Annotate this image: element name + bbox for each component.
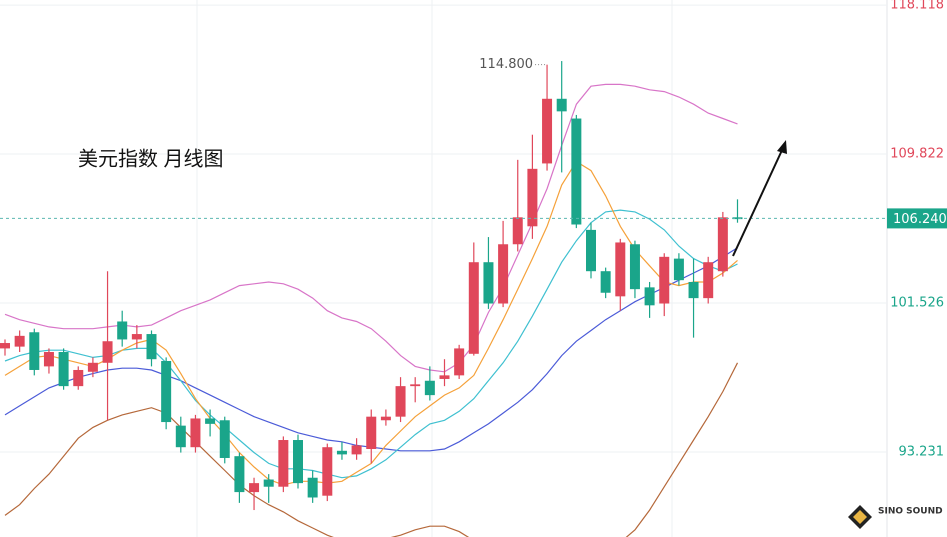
candle-body bbox=[468, 262, 479, 354]
logo: SINO SOUND bbox=[848, 505, 943, 529]
candle-body bbox=[146, 334, 157, 360]
candle-body bbox=[175, 425, 186, 448]
candle-body bbox=[380, 416, 391, 421]
candle-body bbox=[703, 262, 714, 299]
candle-body bbox=[117, 321, 128, 340]
candle-body bbox=[190, 418, 201, 448]
candle-body bbox=[688, 281, 699, 299]
candle-body bbox=[307, 477, 318, 498]
candle-body bbox=[615, 242, 626, 297]
candle-body bbox=[659, 256, 670, 304]
candle-body bbox=[629, 244, 640, 290]
candle-body bbox=[395, 386, 406, 417]
candle-body bbox=[336, 450, 347, 455]
y-tick-label: 109.822 bbox=[890, 147, 944, 162]
y-tick-label: 93.231 bbox=[899, 445, 945, 460]
candle-body bbox=[29, 332, 40, 370]
candle-body bbox=[205, 418, 216, 424]
indicator-line bbox=[4, 362, 739, 537]
candle-body bbox=[58, 352, 69, 387]
y-tick-label: 101.526 bbox=[890, 296, 944, 311]
candle-body bbox=[278, 440, 289, 487]
overlay: 118.118 109.822 101.526 93.231 106.240 114.80… bbox=[0, 0, 947, 460]
candle-body bbox=[644, 287, 655, 306]
candle-body bbox=[498, 244, 509, 304]
candle-body bbox=[439, 375, 450, 379]
candle-body bbox=[87, 362, 98, 372]
candle-body bbox=[131, 334, 142, 340]
candle-body bbox=[527, 168, 538, 227]
candle-body bbox=[351, 445, 362, 455]
candle-body bbox=[673, 258, 684, 281]
y-tick-label: 118.118 bbox=[890, 0, 944, 13]
candle-body bbox=[542, 98, 553, 164]
last-price-label: 106.240 bbox=[893, 212, 947, 227]
candle-body bbox=[322, 447, 333, 496]
candle-body bbox=[234, 456, 245, 493]
candle-body bbox=[512, 217, 523, 245]
candle-body bbox=[293, 440, 303, 484]
candle-body bbox=[556, 98, 567, 112]
grid bbox=[0, 0, 888, 537]
candle-body bbox=[410, 384, 421, 387]
chart-title: 美元指数 月线图 bbox=[78, 147, 224, 170]
candle-body bbox=[161, 360, 172, 423]
candle-body bbox=[571, 118, 582, 225]
indicator-line bbox=[4, 160, 738, 486]
candle-body bbox=[102, 341, 113, 363]
candle-body bbox=[0, 343, 10, 349]
candle-body bbox=[586, 229, 596, 272]
watermark: SINO SOUND bbox=[878, 507, 943, 517]
candle-body bbox=[249, 483, 260, 493]
candle-body bbox=[263, 479, 274, 487]
candle-body bbox=[366, 416, 377, 449]
candle-body bbox=[454, 348, 465, 376]
arrow bbox=[732, 140, 787, 257]
candle-body bbox=[43, 352, 54, 367]
candle-body bbox=[14, 335, 25, 347]
candle-body bbox=[732, 217, 743, 220]
candle-body bbox=[483, 262, 494, 304]
candle-body bbox=[424, 380, 435, 396]
plot bbox=[0, 61, 743, 537]
indicator-line bbox=[4, 209, 738, 479]
candle-body bbox=[219, 420, 230, 458]
high-label: 114.800 bbox=[479, 57, 533, 72]
candle-body bbox=[73, 369, 84, 387]
last-price-box bbox=[887, 208, 947, 229]
candle-body bbox=[600, 271, 611, 293]
indicator-line bbox=[4, 83, 738, 373]
candle-body bbox=[717, 217, 728, 272]
